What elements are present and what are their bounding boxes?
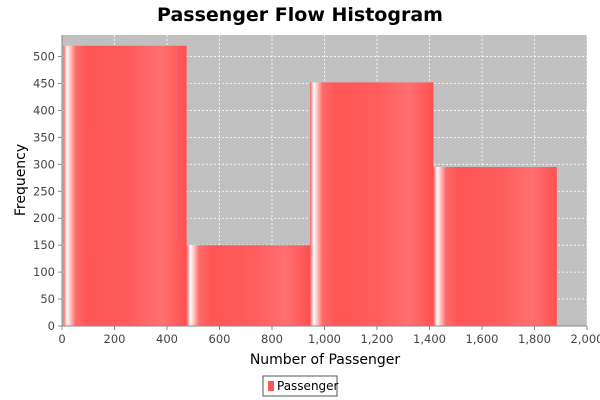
y-tick-label: 100	[33, 265, 55, 279]
histogram-bar	[433, 167, 557, 326]
x-tick-label: 600	[209, 332, 231, 346]
x-tick-label: 0	[58, 332, 65, 346]
y-tick-label: 200	[33, 211, 55, 225]
x-axis-ticks: 0 200 400 600 800 1,000 1,200 1,400 1,600 1,800 2,…	[58, 326, 600, 346]
y-tick-label: 0	[48, 319, 55, 333]
legend-label: Passenger	[277, 379, 339, 393]
y-tick-label: 450	[33, 77, 55, 91]
y-axis-label: Frequency	[13, 144, 29, 216]
y-tick-label: 50	[40, 292, 55, 306]
x-tick-label: 200	[104, 332, 126, 346]
x-tick-label: 400	[156, 332, 178, 346]
y-tick-label: 250	[33, 184, 55, 198]
x-tick-label: 1,800	[518, 332, 551, 346]
legend: Passenger	[262, 375, 339, 397]
histogram-bar	[186, 245, 311, 326]
x-axis-label: Number of Passenger	[250, 352, 401, 368]
y-tick-label: 400	[33, 103, 55, 117]
histogram-bar	[63, 45, 187, 327]
histogram-bars	[63, 45, 557, 327]
y-axis-ticks: 0 50 100 150 200 250 300 350 400 450 500	[33, 50, 62, 333]
chart-title: Passenger Flow Histogram	[157, 4, 443, 26]
histogram-bar	[310, 82, 434, 326]
x-tick-label: 1,000	[308, 332, 341, 346]
y-tick-label: 300	[33, 157, 55, 171]
legend-swatch	[268, 381, 274, 391]
x-tick-label: 800	[261, 332, 283, 346]
y-tick-label: 500	[33, 50, 55, 64]
legend-box	[262, 375, 338, 397]
x-tick-label: 2,000	[571, 332, 600, 346]
x-tick-label: 1,200	[361, 332, 394, 346]
y-tick-label: 150	[33, 238, 55, 252]
x-tick-label: 1,400	[413, 332, 446, 346]
y-tick-label: 350	[33, 130, 55, 144]
x-tick-label: 1,600	[466, 332, 499, 346]
